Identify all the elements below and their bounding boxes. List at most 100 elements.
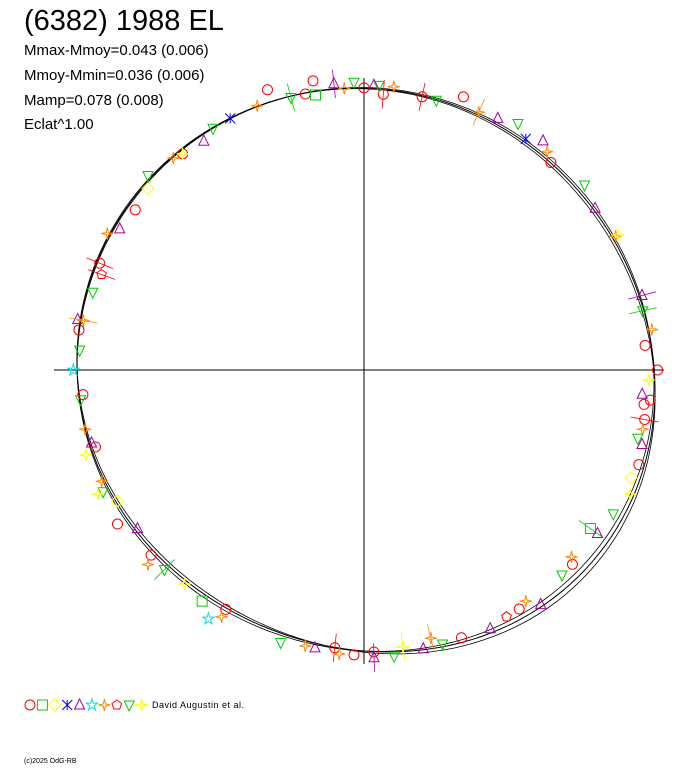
data-point-triangle-down xyxy=(274,638,287,650)
data-point-sparkle xyxy=(338,82,351,95)
data-point-triangle-down xyxy=(142,171,154,183)
data-point-sparkle xyxy=(79,448,93,462)
data-point-triangle-down xyxy=(373,80,385,93)
data-point-triangle-down xyxy=(512,119,524,131)
data-point-triangle-up xyxy=(484,621,497,634)
data-point-triangle-up xyxy=(85,435,98,448)
data-point-sparkle xyxy=(612,228,625,242)
data-point-triangle-up xyxy=(131,521,144,534)
data-point-circle xyxy=(644,394,656,406)
error-bar xyxy=(88,269,116,280)
data-point-diamond xyxy=(110,494,125,508)
data-point-triangle-up xyxy=(534,597,547,609)
data-point-circle xyxy=(348,649,360,661)
data-point-circle xyxy=(633,459,645,471)
data-point-sparkle xyxy=(215,610,228,623)
data-point-sparkle xyxy=(645,323,659,336)
data-point-pentagon xyxy=(501,611,512,622)
error-bar xyxy=(286,83,296,112)
data-point-triangle-up xyxy=(589,201,601,213)
data-point-triangle-up xyxy=(328,76,340,89)
data-point-triangle-up xyxy=(636,288,648,300)
legend-symbol-circle xyxy=(24,699,36,711)
data-point-triangle-up xyxy=(537,133,549,146)
data-point-triangle-down xyxy=(636,306,649,318)
credit-text: David Augustin et al. xyxy=(152,700,245,710)
copyright-text: (c)2025 OdG-RB xyxy=(24,758,77,765)
data-point-diamond xyxy=(624,471,638,485)
data-point-triangle-up xyxy=(368,650,380,663)
data-point-triangle-down xyxy=(578,180,591,193)
data-point-square xyxy=(310,89,322,101)
error-bar xyxy=(154,559,175,580)
data-point-triangle-down xyxy=(285,93,297,105)
data-point-circle xyxy=(111,518,123,530)
data-point-sparkle xyxy=(387,80,400,93)
data-point-circle xyxy=(513,603,525,615)
data-point-circle xyxy=(73,324,85,336)
legend-symbol-xstar xyxy=(61,699,73,711)
data-point-triangle-up xyxy=(491,111,504,123)
data-point-circle xyxy=(457,91,469,103)
data-point-triangle-up xyxy=(636,387,649,399)
data-point-triangle-down xyxy=(388,651,400,664)
stat-eclat: Eclat^1.00 xyxy=(24,116,94,133)
data-point-sparkle xyxy=(424,632,438,645)
chart-title: (6382) 1988 EL xyxy=(24,5,224,37)
data-point-sparkle xyxy=(178,577,191,591)
data-point-circle xyxy=(639,413,651,425)
data-point-xstar xyxy=(520,133,532,145)
legend-symbol-sparkle xyxy=(98,698,111,712)
data-point-sparkle xyxy=(251,99,264,112)
data-point-triangle-down xyxy=(430,95,443,108)
model-envelope-lower xyxy=(76,87,655,652)
data-point-triangle-down xyxy=(436,639,449,652)
data-point-sparkle xyxy=(299,639,312,653)
data-point-triangle-down xyxy=(348,77,360,90)
legend-symbol-star xyxy=(84,697,100,712)
error-bar xyxy=(332,69,336,98)
data-point-sparkle xyxy=(95,475,108,488)
error-bar xyxy=(373,643,375,672)
data-point-triangle-up xyxy=(417,641,430,654)
legend-symbol-triangle-up xyxy=(73,697,86,710)
data-point-sparkle xyxy=(541,145,554,158)
error-bar xyxy=(578,520,603,538)
data-point-xstar xyxy=(224,113,236,124)
data-point-triangle-down xyxy=(74,395,87,407)
data-point-star xyxy=(66,362,81,377)
error-bar xyxy=(400,632,406,661)
data-point-circle xyxy=(455,632,467,644)
data-point-triangle-up xyxy=(71,312,84,324)
data-point-diamond xyxy=(141,181,155,196)
data-point-sparkle xyxy=(333,647,346,661)
data-point-triangle-down xyxy=(97,487,109,499)
error-bar xyxy=(472,99,485,126)
stat-mmoy-mmin: Mmoy-Mmin=0.036 (0.006) xyxy=(24,67,205,84)
data-point-star xyxy=(201,611,216,626)
data-point-circle xyxy=(145,549,157,561)
data-point-sparkle xyxy=(642,373,655,387)
data-point-square xyxy=(196,595,208,607)
data-point-circle xyxy=(129,204,141,216)
data-point-sparkle xyxy=(396,640,410,653)
data-point-circle xyxy=(416,91,428,103)
legend-symbol-diamond xyxy=(48,698,62,712)
data-point-sparkle xyxy=(519,594,532,608)
data-point-sparkle xyxy=(141,558,155,571)
data-point-triangle-down xyxy=(86,287,99,300)
data-point-triangle-up xyxy=(368,78,380,90)
error-bar xyxy=(630,416,659,423)
data-point-circle xyxy=(262,84,274,96)
error-bar xyxy=(332,633,337,662)
error-bar xyxy=(628,291,656,300)
data-point-circle xyxy=(307,75,319,87)
legend-symbol-pentagon xyxy=(111,699,123,710)
data-point-sparkle xyxy=(176,147,189,161)
error-bar xyxy=(69,317,98,324)
data-point-sparkle xyxy=(91,487,105,501)
data-point-circle xyxy=(77,389,89,401)
error-bar xyxy=(418,82,426,111)
legend-symbol-sparkle xyxy=(135,698,148,712)
